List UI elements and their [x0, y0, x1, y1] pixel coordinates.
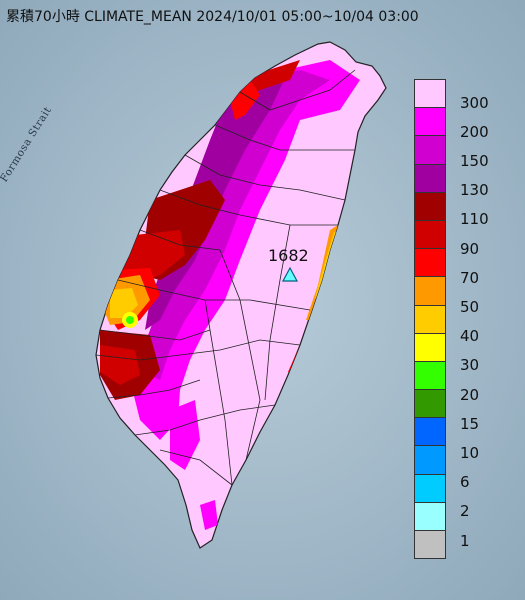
- zone-south-magenta: [170, 400, 200, 470]
- legend-label: 130: [460, 181, 489, 200]
- legend-swatch: [414, 332, 446, 362]
- legend-swatch: [414, 135, 446, 165]
- county-boundaries: [95, 69, 356, 486]
- legend-label: 15: [460, 414, 480, 433]
- map-title: 累積70小時 CLIMATE_MEAN 2024/10/01 05:00~10/…: [6, 9, 419, 25]
- legend-swatch: [414, 304, 446, 334]
- legend-swatch: [414, 248, 446, 278]
- legend-label: 50: [460, 298, 480, 316]
- legend-label: 6: [460, 473, 470, 492]
- legend-label: 10: [460, 444, 480, 462]
- legend-swatch: [414, 473, 446, 503]
- legend-swatch: [414, 79, 446, 109]
- legend-swatch: [414, 276, 446, 306]
- zone-north-coast: [230, 80, 260, 120]
- legend-swatch: [414, 191, 446, 221]
- peak-label: 1682: [268, 246, 309, 265]
- legend-label: 70: [460, 268, 480, 287]
- legend-label: 150: [460, 152, 489, 170]
- legend-swatch: [414, 417, 446, 447]
- legend-label: 2: [460, 502, 470, 521]
- legend-swatch: [414, 219, 446, 250]
- legend-swatch: [414, 530, 446, 560]
- legend-swatch: [414, 389, 446, 419]
- legend-label: 40: [460, 327, 480, 346]
- legend-swatch: [414, 445, 446, 475]
- zone-20-spot: [126, 316, 134, 324]
- legend-label: 20: [460, 385, 480, 404]
- legend-swatch: [414, 107, 446, 137]
- legend-label: 30: [460, 356, 480, 375]
- zone-90b: [100, 345, 140, 385]
- legend-label: 300: [460, 93, 489, 112]
- color-legend: [414, 79, 446, 560]
- peak-marker-icon: [281, 266, 299, 282]
- legend-swatch: [414, 163, 446, 193]
- zone-150: [140, 70, 330, 380]
- zone-40: [110, 288, 138, 318]
- zone-200: [130, 60, 360, 440]
- legend-label: 110: [460, 210, 489, 229]
- legend-label: 90: [460, 239, 480, 258]
- legend-label: 1: [460, 531, 470, 550]
- legend-swatch: [414, 501, 446, 531]
- legend-swatch: [414, 360, 446, 391]
- zone-south-tip: [200, 500, 218, 530]
- legend-label: 200: [460, 122, 489, 141]
